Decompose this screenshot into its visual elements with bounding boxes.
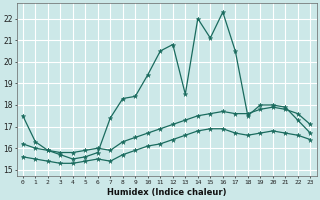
X-axis label: Humidex (Indice chaleur): Humidex (Indice chaleur) xyxy=(107,188,226,197)
